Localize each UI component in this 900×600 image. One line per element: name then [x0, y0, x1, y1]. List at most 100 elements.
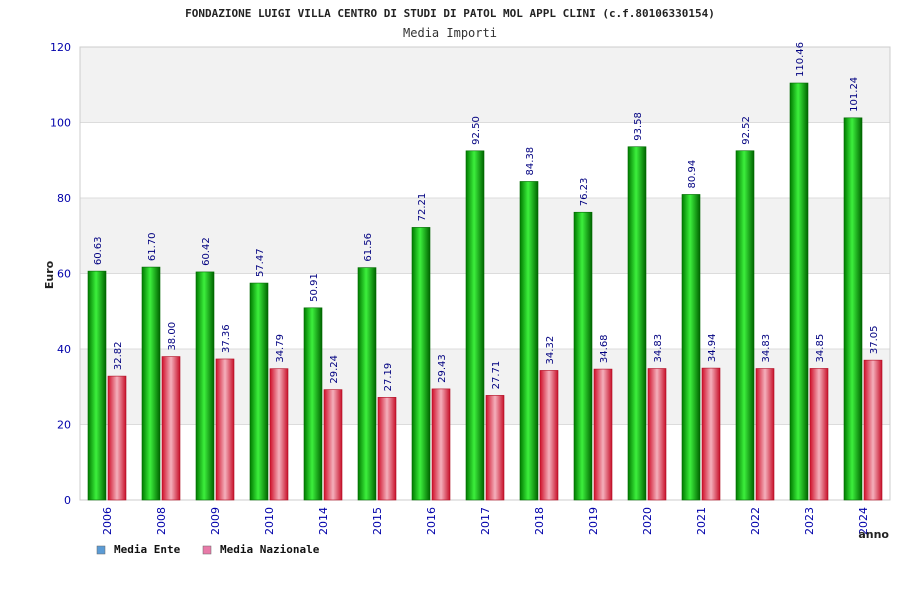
- bar-value-label: 37.05: [869, 325, 880, 354]
- y-tick-label: 20: [57, 419, 71, 432]
- plot-band: [80, 122, 890, 198]
- bars-layer: 60.63 32.82 61.70 38.00 60.42 37.36 57.47 34.79…: [87, 42, 883, 501]
- bar-media-ente: [357, 267, 377, 501]
- bar-value-label: 34.68: [599, 334, 610, 363]
- bar-value-label: 84.38: [525, 147, 536, 176]
- legend-label: Media Ente: [114, 543, 181, 556]
- bar-media-nazionale: [377, 397, 397, 501]
- x-tick-label: 2024: [857, 507, 870, 535]
- x-tick-label: 2021: [695, 507, 708, 535]
- bar-value-label: 61.70: [147, 232, 158, 261]
- x-axis-label: anno: [858, 528, 889, 541]
- bar-media-nazionale: [269, 368, 289, 501]
- bar-value-label: 80.94: [687, 160, 698, 189]
- bar-media-ente: [519, 181, 539, 501]
- x-tick-label: 2006: [101, 507, 114, 535]
- bar-media-nazionale: [593, 368, 613, 501]
- y-tick-label: 60: [57, 268, 71, 281]
- x-tick-label: 2020: [641, 507, 654, 535]
- bar-media-nazionale: [431, 388, 451, 501]
- y-tick-label: 100: [50, 117, 71, 130]
- bar-media-ente: [141, 266, 161, 501]
- bar-value-label: 61.56: [363, 233, 374, 262]
- bar-value-label: 34.94: [707, 333, 718, 362]
- bar-media-nazionale: [701, 367, 721, 501]
- chart-subtitle: Media Importi: [403, 26, 497, 40]
- plot-band: [80, 47, 890, 123]
- bar-media-nazionale: [809, 368, 829, 501]
- bar-value-label: 32.82: [113, 341, 124, 370]
- x-tick-label: 2008: [155, 507, 168, 535]
- bar-media-ente: [303, 307, 323, 501]
- bar-media-nazionale: [215, 358, 235, 501]
- bar-value-label: 27.71: [491, 361, 502, 390]
- bar-value-label: 34.85: [815, 334, 826, 363]
- x-tick-label: 2022: [749, 507, 762, 535]
- bar-media-ente: [843, 117, 863, 501]
- y-tick-label: 80: [57, 192, 71, 205]
- bar-media-ente: [411, 227, 431, 501]
- x-tick-label: 2017: [479, 507, 492, 535]
- bar-value-label: 38.00: [167, 322, 178, 351]
- bar-value-label: 60.42: [201, 237, 212, 266]
- bar-media-nazionale: [647, 368, 667, 501]
- bar-media-nazionale: [107, 375, 127, 501]
- x-tick-label: 2015: [371, 507, 384, 535]
- bar-media-nazionale: [863, 359, 883, 501]
- bar-value-label: 110.46: [795, 42, 806, 77]
- bar-media-nazionale: [161, 356, 181, 501]
- bar-value-label: 34.79: [275, 334, 286, 363]
- bar-media-ente: [627, 146, 647, 501]
- chart-title: FONDAZIONE LUIGI VILLA CENTRO DI STUDI D…: [185, 7, 715, 20]
- plot-background: [79, 46, 891, 501]
- plot-band: [80, 349, 890, 425]
- y-axis-ticks: 0 20 40 60 80 100 120: [50, 41, 71, 507]
- bar-value-label: 37.36: [221, 324, 232, 353]
- legend-swatch: [202, 545, 212, 555]
- x-tick-label: 2014: [317, 507, 330, 535]
- x-tick-label: 2009: [209, 507, 222, 535]
- plot-band: [80, 198, 890, 274]
- bar-media-nazionale: [539, 370, 559, 501]
- bar-value-label: 101.24: [849, 77, 860, 112]
- bar-media-ente: [789, 82, 809, 501]
- bar-value-label: 92.50: [471, 116, 482, 145]
- legend-label: Media Nazionale: [220, 543, 320, 556]
- legend-swatch: [96, 545, 106, 555]
- y-axis-label: Euro: [43, 260, 56, 289]
- bar-value-label: 34.32: [545, 336, 556, 365]
- y-tick-label: 40: [57, 343, 71, 356]
- plot-band: [80, 273, 890, 349]
- bar-value-label: 29.24: [329, 355, 340, 384]
- bar-value-label: 34.83: [761, 334, 772, 363]
- bar-value-label: 29.43: [437, 354, 448, 383]
- bar-value-label: 92.52: [741, 116, 752, 145]
- x-tick-label: 2019: [587, 507, 600, 535]
- x-tick-label: 2023: [803, 507, 816, 535]
- bar-value-label: 93.58: [633, 112, 644, 141]
- bar-media-ente: [195, 271, 215, 501]
- x-axis-ticks: 2006 2008 2009 2010 2014 2015 2016 2017 2018 2019…: [101, 507, 870, 535]
- bar-media-ente: [87, 270, 107, 501]
- bar-value-label: 57.47: [255, 248, 266, 277]
- bar-value-label: 34.83: [653, 334, 664, 363]
- bar-media-ente: [573, 211, 593, 501]
- y-tick-label: 120: [50, 41, 71, 54]
- bar-media-nazionale: [323, 389, 343, 501]
- bar-value-label: 72.21: [417, 193, 428, 222]
- bar-media-ente: [681, 194, 701, 501]
- bar-media-ente: [249, 282, 269, 501]
- bar-value-label: 76.23: [579, 178, 590, 207]
- x-tick-label: 2018: [533, 507, 546, 535]
- bar-media-ente: [465, 150, 485, 501]
- y-tick-label: 0: [64, 494, 71, 507]
- bar-value-label: 60.63: [93, 236, 104, 265]
- x-tick-label: 2016: [425, 507, 438, 535]
- legend: Media Ente Media Nazionale: [96, 543, 320, 556]
- bar-media-ente: [735, 150, 755, 501]
- bar-value-label: 27.19: [383, 363, 394, 392]
- bar-media-nazionale: [485, 395, 505, 501]
- bar-media-nazionale: [755, 368, 775, 501]
- bar-value-label: 50.91: [309, 273, 320, 302]
